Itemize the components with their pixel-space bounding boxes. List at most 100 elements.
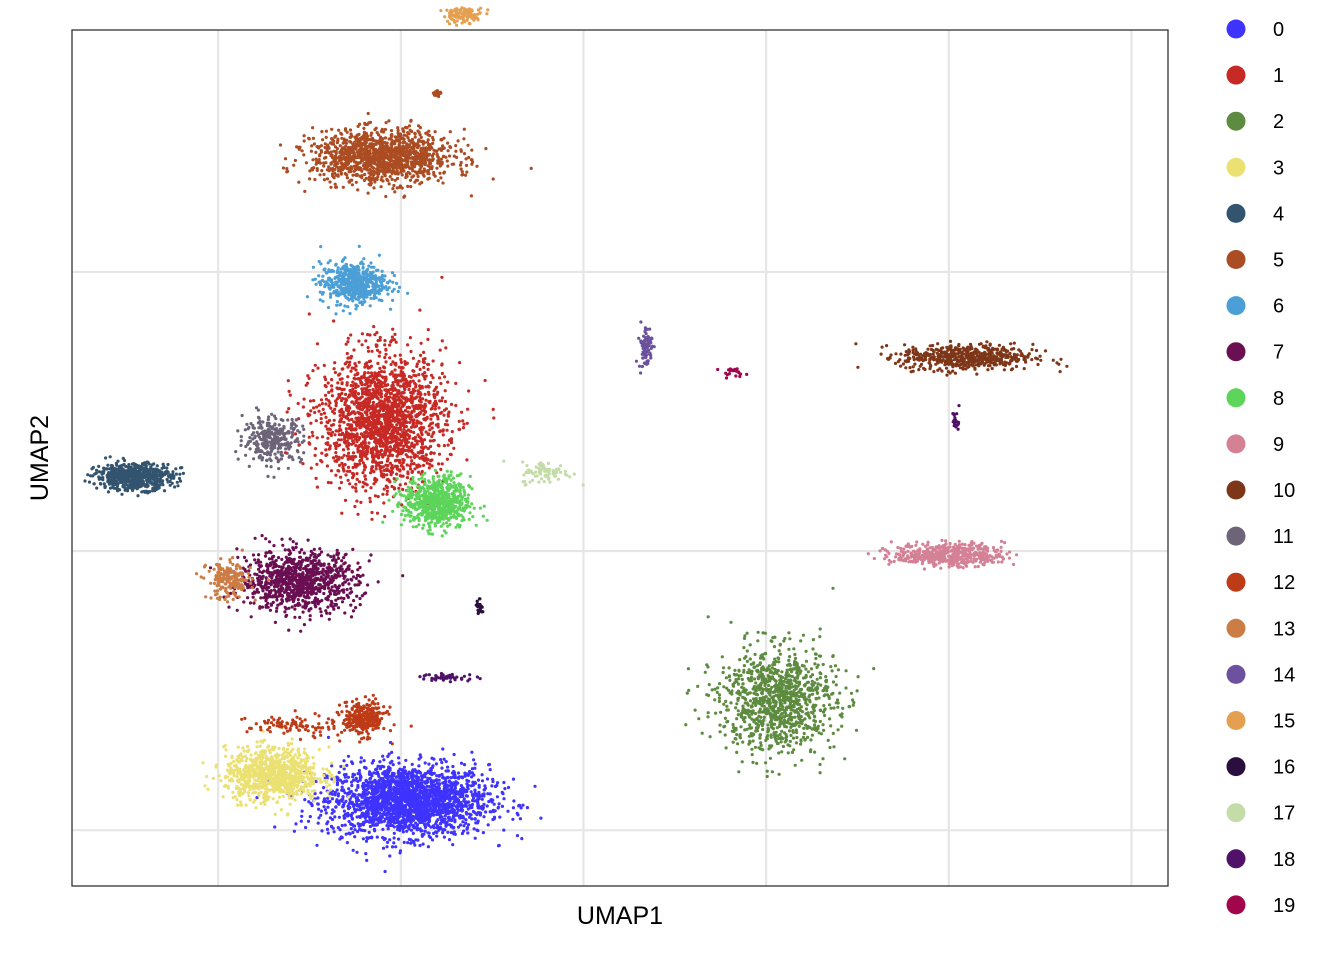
point (240, 758, 244, 763)
point (203, 784, 207, 788)
point (303, 783, 307, 787)
point (280, 453, 284, 457)
point (424, 780, 428, 784)
point (292, 722, 296, 726)
point (343, 791, 347, 795)
point (350, 700, 355, 704)
point (282, 764, 286, 768)
point (350, 783, 354, 788)
point (270, 715, 274, 719)
scatter-points (83, 6, 1069, 874)
point (432, 771, 436, 775)
point (416, 775, 421, 780)
point (275, 721, 279, 725)
point (201, 761, 205, 765)
point (426, 845, 430, 849)
point (344, 799, 348, 804)
point (419, 808, 423, 812)
point (451, 843, 455, 847)
point (361, 719, 365, 724)
point (127, 463, 131, 467)
point (393, 816, 397, 820)
point (331, 721, 335, 726)
point (431, 796, 435, 801)
point (340, 823, 344, 828)
point (115, 471, 119, 475)
point (322, 786, 326, 790)
point (271, 797, 275, 801)
point (383, 339, 387, 343)
point (473, 817, 477, 821)
point (371, 823, 375, 827)
point (269, 465, 273, 469)
point (316, 802, 320, 806)
point (390, 742, 394, 746)
point (358, 722, 362, 727)
point (337, 770, 341, 775)
point (166, 462, 170, 467)
point (389, 813, 393, 817)
point (373, 785, 377, 789)
point (476, 802, 480, 806)
point (166, 474, 171, 478)
point (275, 724, 279, 728)
point (416, 808, 420, 812)
point (325, 767, 329, 771)
point (287, 455, 291, 459)
point (146, 461, 150, 465)
point (343, 823, 347, 827)
point (313, 736, 317, 740)
point (399, 793, 403, 797)
point (413, 806, 417, 810)
point (328, 775, 332, 779)
point (432, 757, 436, 761)
point (350, 727, 355, 732)
point (269, 443, 273, 447)
point (309, 773, 313, 777)
point (378, 760, 382, 764)
point (251, 791, 255, 795)
point (301, 405, 305, 409)
point (432, 809, 436, 814)
point (357, 793, 361, 797)
point (429, 768, 433, 773)
point (162, 464, 166, 468)
point (430, 802, 434, 806)
point (162, 489, 167, 493)
point (273, 452, 277, 456)
point (317, 807, 321, 811)
point (264, 754, 268, 758)
point (239, 800, 243, 804)
point (486, 792, 490, 796)
point (355, 705, 359, 709)
point (399, 800, 403, 804)
point (390, 759, 394, 764)
point (265, 791, 269, 795)
point (418, 308, 422, 312)
point (248, 726, 252, 730)
point (386, 754, 390, 759)
point (405, 818, 409, 822)
point (396, 810, 400, 814)
point (428, 815, 432, 819)
point (384, 775, 388, 779)
point (386, 827, 390, 831)
point (482, 815, 486, 819)
point (463, 771, 467, 775)
point (409, 841, 413, 845)
point (248, 436, 252, 440)
point (345, 841, 349, 845)
point (361, 728, 365, 732)
point (480, 794, 484, 798)
point (465, 421, 469, 425)
point (431, 779, 435, 783)
point (351, 775, 355, 779)
point (244, 763, 248, 768)
point (437, 778, 441, 782)
point (452, 832, 456, 836)
point (288, 727, 292, 731)
point (277, 746, 281, 751)
point (349, 723, 353, 728)
point (357, 768, 361, 773)
point (402, 840, 406, 845)
